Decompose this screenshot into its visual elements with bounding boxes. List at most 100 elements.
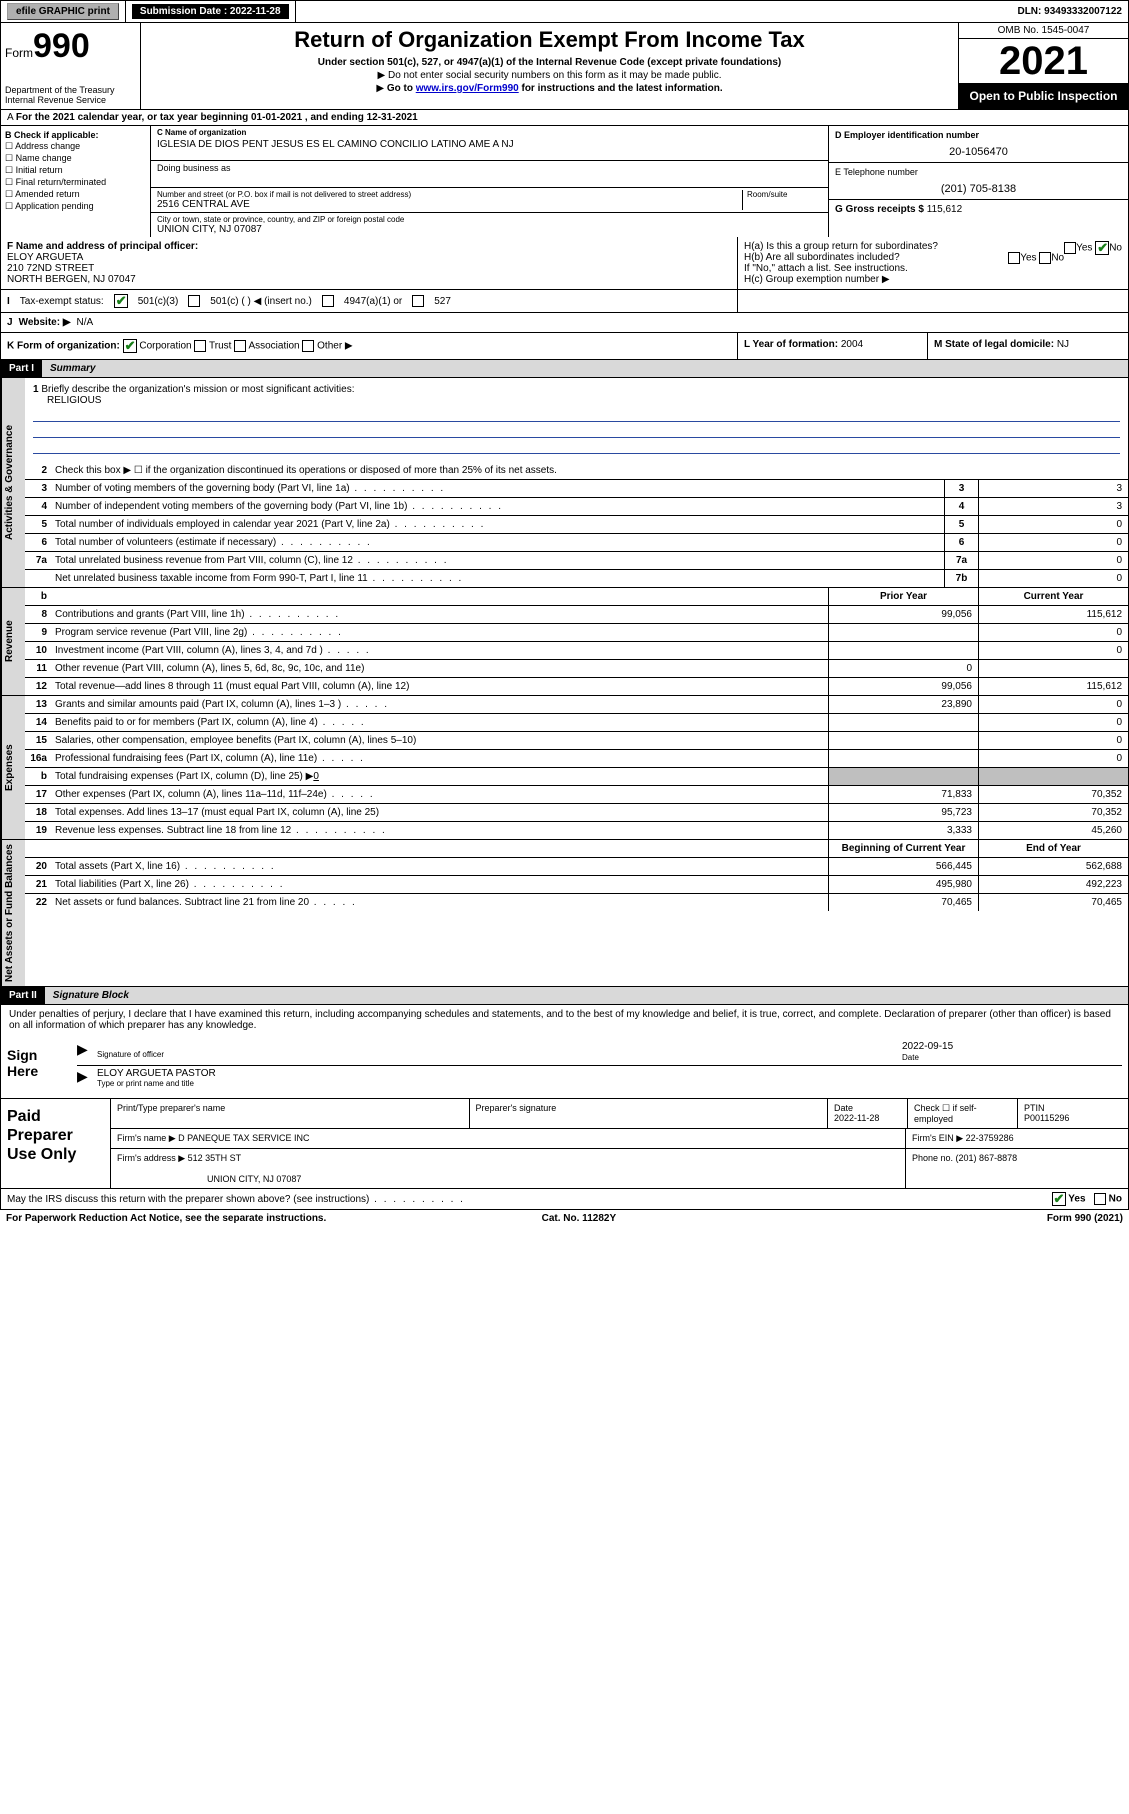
val-13p: 23,890 <box>828 696 978 713</box>
val-9c: 0 <box>978 624 1128 641</box>
subtitle-2: Do not enter social security numbers on … <box>149 70 950 81</box>
ck-trust[interactable] <box>194 340 206 352</box>
entity-block: B Check if applicable: ☐ Address change … <box>0 126 1129 237</box>
val-18c: 70,352 <box>978 804 1128 821</box>
page-footer: For Paperwork Reduction Act Notice, see … <box>0 1210 1129 1227</box>
tax-period: A For the 2021 calendar year, or tax yea… <box>0 110 1129 126</box>
line-7a: Total unrelated business revenue from Pa… <box>51 552 944 569</box>
ck-initial-return[interactable]: ☐ Initial return <box>5 165 146 176</box>
line-12: Total revenue—add lines 8 through 11 (mu… <box>51 678 828 695</box>
revenue-block: Revenue bPrior YearCurrent Year 8Contrib… <box>0 588 1129 696</box>
firm-phone: Phone no. (201) 867-8878 <box>906 1149 1128 1188</box>
dept-treasury: Department of the Treasury Internal Reve… <box>5 85 136 105</box>
ck-corporation[interactable] <box>123 339 137 353</box>
discuss-yes[interactable] <box>1052 1192 1066 1206</box>
efile-print-button[interactable]: efile GRAPHIC print <box>1 1 126 22</box>
val-16c: 0 <box>978 750 1128 767</box>
part1-header: Part ISummary <box>0 360 1129 378</box>
val-5: 0 <box>978 516 1128 533</box>
val-21p: 495,980 <box>828 876 978 893</box>
val-10p <box>828 642 978 659</box>
paid-preparer-label: Paid Preparer Use Only <box>1 1099 111 1188</box>
self-employed-check[interactable]: Check ☐ if self-employed <box>908 1099 1018 1128</box>
line-10: Investment income (Part VIII, column (A)… <box>51 642 828 659</box>
irs-discuss-row: May the IRS discuss this return with the… <box>0 1189 1129 1210</box>
ck-application-pending[interactable]: ☐ Application pending <box>5 201 146 212</box>
preparer-date: Date2022-11-28 <box>828 1099 908 1128</box>
form-title: Return of Organization Exempt From Incom… <box>149 27 950 53</box>
line-19: Revenue less expenses. Subtract line 18 … <box>51 822 828 839</box>
discuss-no[interactable] <box>1094 1193 1106 1205</box>
ha-yes[interactable] <box>1064 242 1076 254</box>
signature-block: Under penalties of perjury, I declare th… <box>0 1005 1129 1099</box>
ha-group-return: H(a) Is this a group return for subordin… <box>744 241 1122 252</box>
ck-name-change[interactable]: ☐ Name change <box>5 153 146 164</box>
form-number: Form990 <box>5 27 136 66</box>
sig-arrow-icon-2: ▶ <box>77 1068 97 1088</box>
ein: 20-1056470 <box>835 140 1122 158</box>
line-15: Salaries, other compensation, employee b… <box>51 732 828 749</box>
firm-ein: Firm's EIN ▶ 22-3759286 <box>906 1129 1128 1148</box>
form-header: Form990 Department of the Treasury Inter… <box>0 23 1129 110</box>
val-20c: 562,688 <box>978 858 1128 875</box>
ck-501c[interactable] <box>188 295 200 307</box>
subtitle-1: Under section 501(c), 527, or 4947(a)(1)… <box>149 57 950 68</box>
hb-no[interactable] <box>1039 252 1051 264</box>
submission-date: Submission Date : 2022-11-28 <box>126 1 296 22</box>
val-12p: 99,056 <box>828 678 978 695</box>
ck-address-change[interactable]: ☐ Address change <box>5 141 146 152</box>
val-14c: 0 <box>978 714 1128 731</box>
hc-group-exemption: H(c) Group exemption number ▶ <box>744 274 1122 285</box>
ck-final-return[interactable]: ☐ Final return/terminated <box>5 177 146 188</box>
val-17p: 71,833 <box>828 786 978 803</box>
hb-yes[interactable] <box>1008 252 1020 264</box>
val-15c: 0 <box>978 732 1128 749</box>
paid-preparer-block: Paid Preparer Use Only Print/Type prepar… <box>0 1099 1129 1189</box>
val-16p <box>828 750 978 767</box>
line-4: Number of independent voting members of … <box>51 498 944 515</box>
ck-527[interactable] <box>412 295 424 307</box>
officer-name-title: ELOY ARGUETA PASTORType or print name an… <box>97 1068 1122 1088</box>
val-17c: 70,352 <box>978 786 1128 803</box>
line-18: Total expenses. Add lines 13–17 (must eq… <box>51 804 828 821</box>
officer-addr1: 210 72ND STREET <box>7 263 731 274</box>
activities-governance: Activities & Governance 1 Briefly descri… <box>0 378 1129 588</box>
preparer-name-lbl: Print/Type preparer's name <box>111 1099 470 1128</box>
ck-4947[interactable] <box>322 295 334 307</box>
line-13: Grants and similar amounts paid (Part IX… <box>51 696 828 713</box>
line-5: Total number of individuals employed in … <box>51 516 944 533</box>
section-klm: K Form of organization: Corporation Trus… <box>0 333 1129 360</box>
org-city: UNION CITY, NJ 07087 <box>157 224 822 235</box>
line-2: Check this box ▶ ☐ if the organization d… <box>51 462 1128 479</box>
officer-signature[interactable]: Signature of officer <box>97 1041 902 1063</box>
line-22: Net assets or fund balances. Subtract li… <box>51 894 828 911</box>
val-15p <box>828 732 978 749</box>
expenses-block: Expenses 13Grants and similar amounts pa… <box>0 696 1129 840</box>
firm-name: Firm's name ▶ D PANEQUE TAX SERVICE INC <box>111 1129 906 1148</box>
ck-association[interactable] <box>234 340 246 352</box>
form-ref: Form 990 (2021) <box>1047 1213 1123 1224</box>
cat-no: Cat. No. 11282Y <box>542 1213 616 1224</box>
hdr-boy: Beginning of Current Year <box>828 840 978 857</box>
irs-link[interactable]: www.irs.gov/Form990 <box>416 83 519 94</box>
section-i: I Tax-exempt status: 501(c)(3) 501(c) ( … <box>0 290 1129 313</box>
line-8: Contributions and grants (Part VIII, lin… <box>51 606 828 623</box>
ck-501c3[interactable] <box>114 294 128 308</box>
hdr-prior: Prior Year <box>828 588 978 605</box>
ck-other[interactable] <box>302 340 314 352</box>
mission-text: RELIGIOUS <box>33 395 101 406</box>
section-d: D Employer identification number 20-1056… <box>828 126 1128 237</box>
tax-year: 2021 <box>959 39 1128 83</box>
net-assets-block: Net Assets or Fund Balances Beginning of… <box>0 840 1129 987</box>
val-21c: 492,223 <box>978 876 1128 893</box>
ha-no[interactable] <box>1095 241 1109 255</box>
dba-box: Doing business as <box>151 161 828 188</box>
line-6: Total number of volunteers (estimate if … <box>51 534 944 551</box>
subtitle-3: Go to www.irs.gov/Form990 for instructio… <box>149 83 950 94</box>
shade-16b-2 <box>978 768 1128 785</box>
ck-amended-return[interactable]: ☐ Amended return <box>5 189 146 200</box>
sig-date: 2022-09-15Date <box>902 1041 1122 1063</box>
val-11c <box>978 660 1128 677</box>
tab-net-assets: Net Assets or Fund Balances <box>1 840 25 986</box>
shade-16b-1 <box>828 768 978 785</box>
